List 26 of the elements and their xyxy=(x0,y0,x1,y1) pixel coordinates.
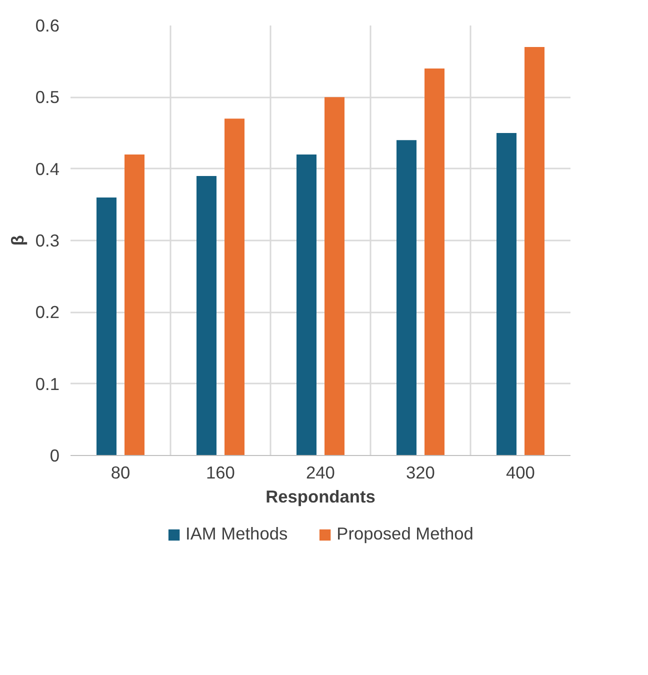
bar xyxy=(196,176,216,456)
bar xyxy=(124,154,144,456)
x-tick-label: 400 xyxy=(506,462,535,482)
legend-label: Proposed Method xyxy=(336,524,474,544)
bar xyxy=(424,68,444,456)
bar xyxy=(496,133,516,456)
bar xyxy=(396,140,416,456)
legend-label: IAM Methods xyxy=(186,524,288,544)
y-axis-title: β xyxy=(7,235,28,246)
bar xyxy=(296,154,316,456)
y-tick-label: 0 xyxy=(50,446,60,466)
y-tick-label: 0.4 xyxy=(35,158,60,179)
bar xyxy=(524,47,544,456)
y-tick-label: 0.2 xyxy=(35,302,60,322)
bar xyxy=(324,97,344,456)
y-tick-label: 0.5 xyxy=(35,87,60,108)
x-tick-label: 320 xyxy=(406,462,435,482)
x-tick-label: 160 xyxy=(206,462,235,482)
y-tick-label: 0.1 xyxy=(35,374,60,394)
x-tick-label: 240 xyxy=(306,462,335,482)
bar xyxy=(96,198,116,456)
y-tick-label: 0.3 xyxy=(35,230,60,250)
x-tick-label: 80 xyxy=(110,462,130,482)
x-axis-title: Respondants xyxy=(266,486,376,506)
bar xyxy=(224,118,244,456)
y-tick-label: 0.6 xyxy=(35,16,60,36)
